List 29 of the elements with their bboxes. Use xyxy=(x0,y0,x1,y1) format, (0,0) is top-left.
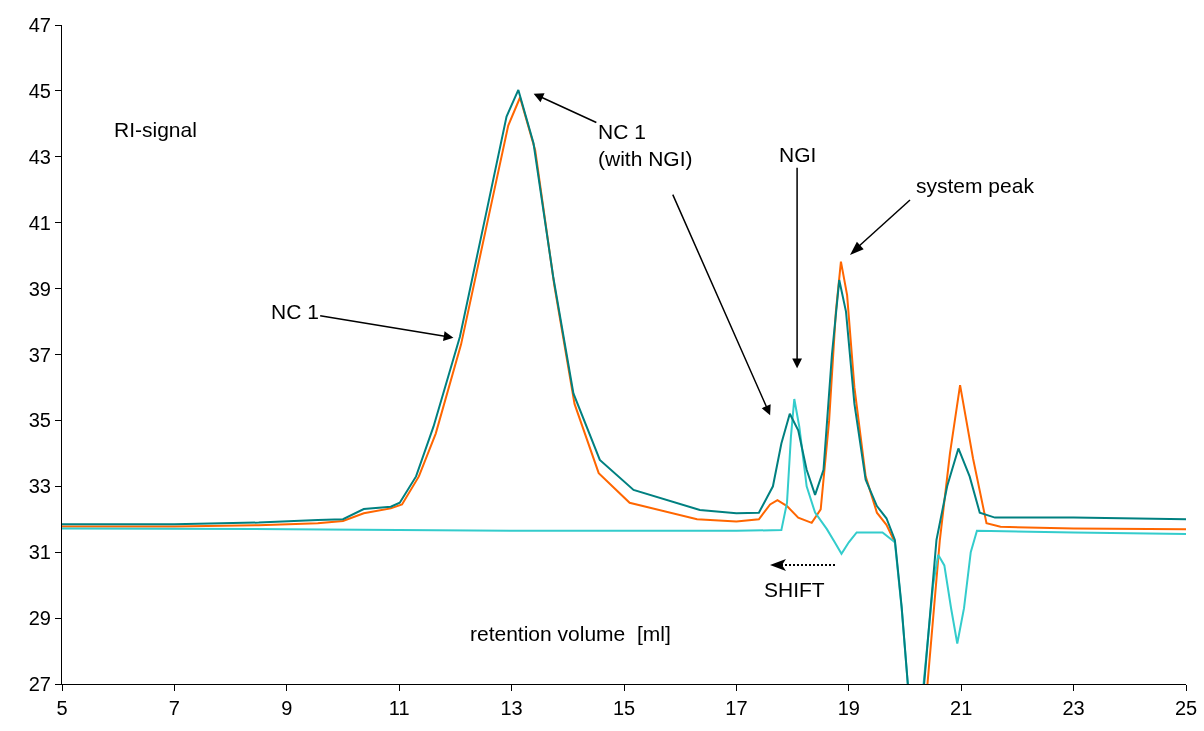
x-tick-label: 19 xyxy=(837,697,860,719)
y-tick-label: 33 xyxy=(28,475,51,498)
x-tick-label: 23 xyxy=(1062,697,1085,719)
annotation: system peak xyxy=(916,174,1035,197)
y-tick-label: 29 xyxy=(28,607,51,630)
x-axis-title: retention volume [ml] xyxy=(470,622,671,645)
annotation: NGI xyxy=(779,143,817,166)
y-tick-label: 47 xyxy=(28,14,51,36)
x-tick-label: 11 xyxy=(388,697,410,719)
x-tick-label: 25 xyxy=(1174,697,1198,719)
x-tick-label: 5 xyxy=(56,697,68,719)
x-tick-label: 13 xyxy=(500,697,523,719)
y-tick-label: 37 xyxy=(28,343,51,366)
x-tick-label: 15 xyxy=(612,697,636,719)
x-tick-label: 7 xyxy=(168,697,180,719)
y-tick-label: 31 xyxy=(28,541,51,564)
y-tick-label: 41 xyxy=(28,211,51,234)
annotation: SHIFT xyxy=(764,578,825,601)
y-tick-label: 39 xyxy=(28,277,51,300)
annotation: NC 1 (with NGI) xyxy=(598,120,693,171)
y-tick-label: 45 xyxy=(28,79,51,102)
y-tick-label: 35 xyxy=(28,409,51,432)
y-tick-label: 27 xyxy=(28,673,51,695)
x-tick-label: 9 xyxy=(281,697,293,719)
x-tick-label: 17 xyxy=(725,697,748,719)
annotation: RI-signal xyxy=(114,118,197,141)
y-tick-label: 43 xyxy=(28,145,51,168)
x-tick-label: 21 xyxy=(950,697,973,719)
annotation: NC 1 xyxy=(271,300,319,323)
